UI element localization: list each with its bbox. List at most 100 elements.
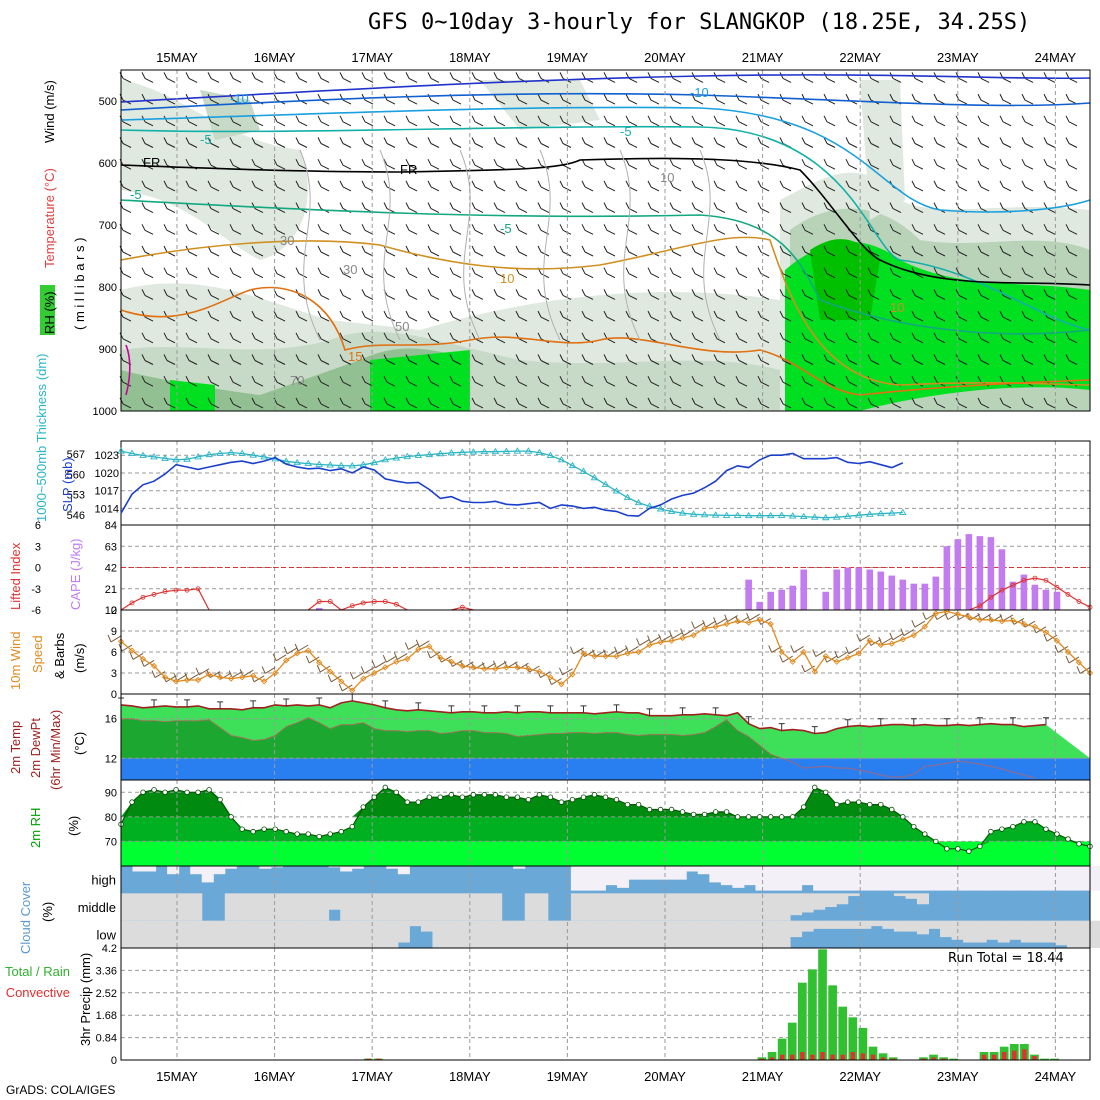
cape-bar: [888, 575, 896, 610]
wind-speed-point: [294, 650, 301, 657]
cloud-high-cell: [720, 866, 733, 886]
rh-point: [371, 794, 377, 800]
contour-label: -5: [500, 221, 512, 236]
precip-total-bar: [838, 1006, 848, 1060]
rh-point: [294, 831, 300, 837]
cape-bar: [899, 579, 907, 610]
wind-barb: [449, 267, 462, 279]
wind-barb: [669, 158, 682, 170]
cape-bar: [789, 585, 796, 610]
cloud-low-cell: [513, 920, 526, 948]
cloud-middle-cell: [455, 893, 468, 921]
rh-point: [999, 826, 1005, 832]
rh-point: [426, 794, 433, 800]
wind-barb: [911, 245, 924, 257]
precip-convective-bar: [800, 1052, 805, 1060]
surface-wind-barb: [305, 655, 320, 664]
thickness-point: [436, 449, 445, 457]
cape-bar: [998, 549, 1006, 610]
cloud-low-cell: [778, 920, 791, 948]
cloud-middle-cell: [432, 893, 445, 921]
cloud-low-cell: [224, 920, 237, 948]
thickness-point: [766, 511, 775, 519]
wind-barb: [537, 180, 550, 192]
x-tick-label-bottom: 24MAY: [1035, 1069, 1077, 1084]
wind-barb: [251, 72, 264, 83]
cape-tick: 63: [105, 541, 117, 553]
precip-convective-bar: [870, 1054, 876, 1060]
precip-total-bar: [808, 969, 817, 1060]
wind-barb: [625, 224, 638, 235]
rh-area: [170, 380, 215, 411]
wind-barb: [757, 202, 770, 214]
wind-speed-point: [194, 676, 202, 684]
wind-barb: [581, 224, 594, 235]
wind-barb: [1021, 310, 1034, 322]
surface-wind-barb: [349, 671, 364, 680]
wind-speed-point: [998, 618, 1006, 625]
cloud-low-cell: [409, 920, 422, 927]
rh-area: [480, 80, 600, 130]
thickness-point: [711, 511, 720, 518]
wind-barb: [801, 158, 814, 170]
wind-barb: [427, 375, 440, 387]
wind-barb: [911, 180, 924, 192]
surface-wind-barb: [129, 652, 144, 660]
wind-barb: [537, 397, 550, 409]
thickness-point: [788, 512, 797, 519]
cloud-high-cell: [928, 866, 941, 891]
cloud-high-cell: [397, 866, 410, 875]
rh-point: [1065, 836, 1071, 842]
wind-speed-point: [789, 658, 796, 665]
cloud-low-cell: [720, 920, 733, 948]
cloud-low-cell: [732, 920, 745, 948]
wind-barb: [647, 289, 660, 300]
surface-wind-barb: [1065, 655, 1080, 664]
surface-wind-barb: [360, 666, 375, 674]
contour-line: [120, 199, 1091, 335]
cloud-middle-cell: [363, 893, 376, 921]
surface-wind-barb: [889, 632, 904, 641]
wind-barb: [933, 158, 946, 170]
wind-barb: [471, 115, 484, 127]
cloud-high-cell: [628, 866, 641, 880]
wind-barb: [603, 289, 616, 300]
cloud-middle-cell: [190, 893, 203, 921]
cloud-low-cell: [420, 920, 433, 932]
wind-barb: [141, 224, 154, 235]
cloud-low-cell: [536, 920, 549, 948]
cloud-middle-cell: [593, 893, 606, 921]
wind-barb: [625, 93, 638, 105]
wind-barb: [295, 397, 308, 409]
wind-barb: [977, 115, 990, 127]
wind-barb: [229, 375, 242, 387]
thickness-point: [172, 455, 180, 463]
surface-wind-barb: [393, 652, 408, 660]
cloud-high-cell: [755, 866, 768, 891]
rh-point: [580, 794, 587, 800]
rh-point: [1054, 831, 1060, 837]
wind-barb: [625, 245, 638, 257]
cloud-high-cell: [593, 866, 606, 891]
wind-speed-point: [338, 678, 345, 685]
wind-barb: [141, 267, 154, 279]
wind-barb: [889, 224, 902, 235]
surface-wind-barb: [790, 645, 804, 653]
cloud-high-cell: [1055, 866, 1068, 891]
wind-barb: [251, 332, 264, 344]
cloud-low-cell: [1043, 920, 1056, 943]
wind-barb: [119, 245, 132, 257]
pressure-tick: 600: [99, 158, 117, 170]
wind-barb: [427, 180, 440, 192]
wind-speed-point: [1020, 620, 1028, 628]
cloud-middle-cell: [916, 893, 929, 905]
cloud-middle-cell: [605, 893, 618, 921]
precip-total-bar: [1040, 1058, 1049, 1060]
cloud-middle-cell: [743, 893, 756, 921]
wind-barb: [273, 137, 286, 148]
wind-barb: [317, 375, 330, 387]
ylabel-2m-dewpt: 2m DewPt: [28, 718, 43, 778]
slp-tick: 1023: [95, 450, 119, 462]
precip-total-bar: [929, 1054, 938, 1060]
slp-line: [120, 452, 904, 517]
